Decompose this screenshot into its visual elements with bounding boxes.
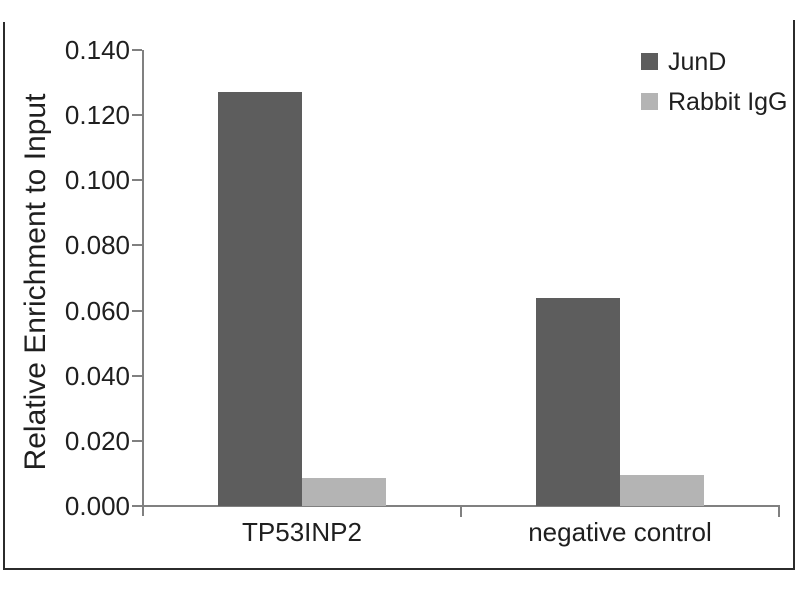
y-axis-tick xyxy=(132,374,142,377)
y-axis-tick xyxy=(132,244,142,247)
y-axis-tick-label: 0.040 xyxy=(64,360,130,391)
x-axis-tick xyxy=(460,506,462,517)
x-axis-category-label: TP53INP2 xyxy=(242,517,362,547)
y-axis-tick-label: 0.120 xyxy=(64,100,130,131)
legend-swatch xyxy=(641,53,658,70)
y-axis-tick xyxy=(132,49,142,51)
legend-label: Rabbit IgG xyxy=(668,88,788,116)
figure-border-left xyxy=(3,22,5,570)
y-axis-tick-label: 0.080 xyxy=(64,230,130,261)
y-axis-tick xyxy=(132,114,142,117)
figure-border-right xyxy=(793,20,795,570)
y-axis-tick-label: 0.000 xyxy=(64,491,130,521)
y-axis-line xyxy=(142,50,144,516)
bar xyxy=(218,92,302,506)
y-axis-tick xyxy=(132,505,142,507)
y-axis-tick-label: 0.140 xyxy=(64,35,130,65)
x-axis-category-label: negative control xyxy=(528,517,712,547)
figure-border-bottom xyxy=(3,568,795,570)
y-axis-tick-label: 0.100 xyxy=(64,165,130,196)
y-axis-tick xyxy=(132,439,142,442)
bar xyxy=(536,297,620,506)
legend-swatch xyxy=(641,93,658,110)
y-axis-tick-label: 0.020 xyxy=(64,425,130,456)
y-axis-tick xyxy=(132,179,142,182)
y-axis-title: Relative Enrichment to Input xyxy=(19,93,52,471)
x-axis-tick xyxy=(778,506,780,517)
y-axis-tick-label: 0.060 xyxy=(64,295,130,326)
bar xyxy=(620,475,704,506)
legend-label: JunD xyxy=(668,48,727,76)
y-axis-tick xyxy=(132,309,142,312)
bar xyxy=(302,478,386,506)
